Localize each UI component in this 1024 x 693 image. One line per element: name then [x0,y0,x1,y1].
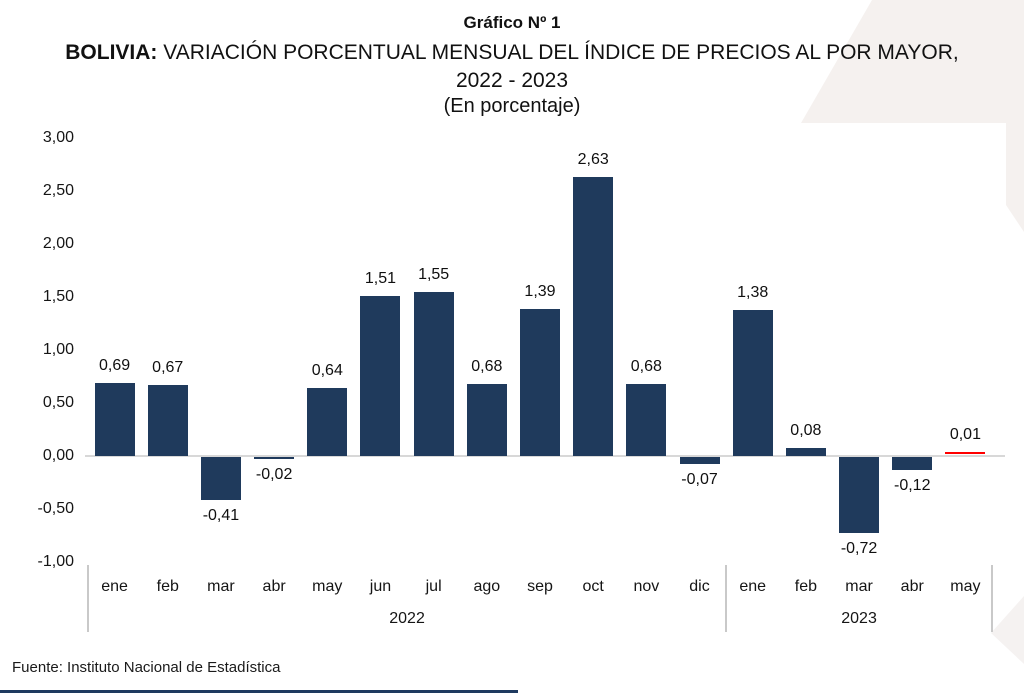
x-axis-month-label: feb [156,578,179,595]
bar-abr-2022 [254,457,295,460]
bar-value-label: 0,69 [99,356,131,374]
bar-feb-2023 [785,447,826,456]
x-axis-month-label: may [950,578,981,595]
x-axis-month-label: abr [900,578,924,595]
bar-value-label: 1,51 [364,269,397,287]
bar-value-label: 0,68 [630,357,662,375]
bar-ene-2023 [732,309,773,456]
bar-mar-2023 [839,457,880,534]
subtitle-country: BOLIVIA: [65,41,158,64]
unit-note: (En porcentaje) [443,95,581,117]
y-axis-tick-label: 0,00 [42,447,74,464]
x-axis-month-label: sep [527,578,553,595]
subtitle-text: VARIACIÓN PORCENTUAL MENSUAL DEL ÍNDICE … [157,41,959,64]
bar-jun-2022 [360,295,401,456]
bar-jul-2022 [413,291,454,456]
bar-abr-2023 [892,457,933,470]
bar-feb-2022 [147,384,188,456]
bar-may-2023 [945,452,986,454]
subtitle-years: 2022 - 2023 [455,69,569,92]
y-axis-tick-label: 2,50 [42,182,74,199]
bar-value-label: -0,07 [681,471,718,489]
x-axis-month-label: ago [473,578,501,595]
bar-oct-2022 [573,177,614,456]
bar-value-label: -0,02 [255,466,293,484]
x-axis-year-label: 2023 [841,610,877,627]
x-axis-month-label: mar [845,578,873,595]
bar-value-label: 0,67 [152,358,184,376]
bar-value-label: 0,64 [311,362,343,380]
x-axis-month-label: dic [689,578,710,595]
y-axis-tick-label: 1,00 [42,341,74,358]
x-axis-month-label: may [312,578,343,595]
chart-number-title: Gráfico Nº 1 [463,13,561,32]
y-axis-tick-label: 3,00 [42,129,74,146]
bar-may-2022 [307,388,348,456]
bar-nov-2022 [626,383,667,456]
x-axis-month-label: jul [425,578,442,595]
x-axis-month-label: feb [794,578,817,595]
x-axis-month-label: nov [633,578,660,595]
y-axis-tick-label: -0,50 [37,500,74,517]
x-axis-month-label: ene [739,578,767,595]
source-note: Fuente: Instituto Nacional de Estadístic… [12,659,281,676]
bar-mar-2022 [200,457,241,501]
bar-sep-2022 [520,308,560,456]
axis-group-divider [991,565,993,632]
bar-value-label: -0,41 [202,507,240,525]
x-axis-month-label: oct [582,578,604,595]
x-axis-month-label: mar [207,578,235,595]
bar-value-label: 1,38 [737,283,769,301]
axis-group-divider [87,565,89,632]
x-axis-year-label: 2022 [389,610,425,627]
y-axis-tick-label: 2,00 [42,235,74,252]
bar-value-label: -0,72 [840,540,878,558]
bar-value-label: 0,68 [471,357,503,375]
x-axis-month-label: jun [369,578,392,595]
bar-ago-2022 [466,383,507,456]
bar-value-label: 1,55 [418,265,450,283]
zero-gridline [85,455,1005,457]
bar-value-label: 2,63 [577,151,609,169]
y-axis-tick-label: -1,00 [37,553,74,570]
bar-ene-2022 [94,382,135,456]
bar-dic-2022 [679,457,720,465]
bar-value-label: 0,01 [949,426,981,443]
footer-rule [0,690,518,693]
y-axis-tick-label: 0,50 [42,394,74,411]
bar-value-label: -0,12 [894,476,931,494]
x-axis-month-label: ene [101,578,128,595]
y-axis-tick-label: 1,50 [42,288,74,305]
x-axis-month-label: abr [262,578,286,595]
axis-group-divider [725,565,728,632]
bar-value-label: 1,39 [524,282,556,300]
bar-value-label: 0,08 [790,421,822,439]
chart-subtitle: BOLIVIA: VARIACIÓN PORCENTUAL MENSUAL DE… [0,41,1024,65]
